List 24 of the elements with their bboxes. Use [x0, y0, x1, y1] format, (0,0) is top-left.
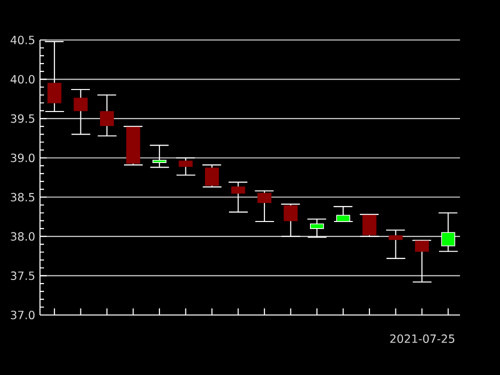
- candlestick: [202, 164, 222, 188]
- text: 2021-07-25: [390, 334, 454, 343]
- y-tick-label: 38.5: [10, 192, 34, 202]
- y-tick-label: 40.0: [10, 75, 35, 84]
- y-tick-label: 38.0: [10, 232, 35, 241]
- candlestick: [280, 204, 300, 237]
- candlestick: [228, 182, 248, 213]
- candlestick: [360, 214, 380, 237]
- candlestick: [123, 126, 143, 166]
- y-tick-label: 39.5: [10, 114, 34, 123]
- candlestick: [386, 230, 406, 259]
- y-tick-label: 39.0: [10, 154, 35, 162]
- y-tick-label: 37.5: [10, 271, 34, 280]
- candlestick: [97, 94, 117, 136]
- candlestick: [254, 190, 274, 222]
- y-tick-label: 37.0: [10, 310, 35, 320]
- y-tick-label: 40.5: [10, 36, 34, 44]
- candlestick: [176, 157, 196, 176]
- candlestick: [150, 144, 170, 168]
- candlestick: [307, 218, 327, 238]
- candlestick: [438, 212, 458, 252]
- candlestick: [333, 206, 353, 222]
- candlestick: [412, 240, 432, 283]
- candlestick: [70, 88, 90, 135]
